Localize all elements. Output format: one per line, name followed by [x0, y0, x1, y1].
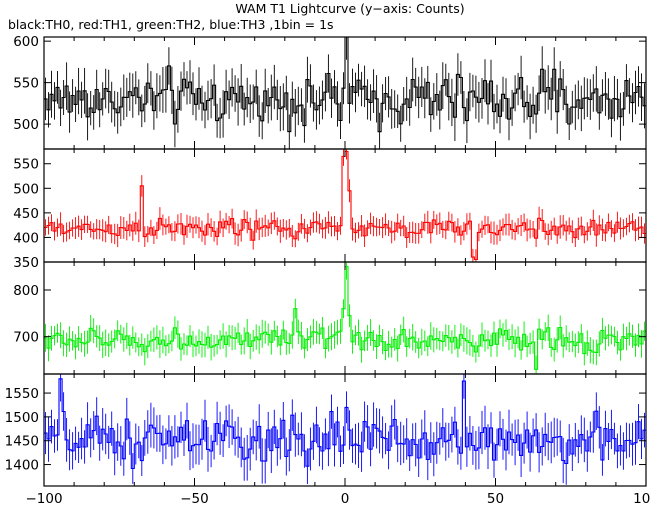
panel-th3: 1400 1450 1500 1550 [5, 373, 647, 487]
panels-group: 500 550 600 350 400 450 500 550 700 800 1400 1450 15… [5, 34, 647, 487]
x-axis: −100 −50 0 50 100 [25, 491, 650, 505]
x-tick-label: 100 [633, 491, 650, 505]
x-tick-label: −100 [25, 491, 62, 505]
y-tick-label: 350 [13, 255, 39, 271]
y-tick-label: 1550 [5, 386, 39, 402]
series-th1-error-bars [45, 149, 645, 262]
x-tick-label: 0 [341, 491, 350, 505]
chart-subtitle: black:TH0, red:TH1, green:TH2, blue:TH3 … [8, 17, 334, 32]
panel-th1: 350 400 450 500 550 [13, 148, 647, 271]
x-tick-label: 50 [487, 491, 504, 505]
x-tick-label: −50 [180, 491, 209, 505]
y-tick-label: 1400 [5, 458, 39, 474]
series-th0-line [44, 36, 646, 133]
y-tick-label: 1500 [5, 410, 39, 426]
panel-th0: 500 550 600 [13, 34, 647, 150]
series-th1-line [44, 150, 646, 261]
y-tick-label: 550 [13, 157, 39, 173]
y-tick-label: 500 [13, 181, 39, 197]
y-tick-label: 500 [13, 117, 39, 133]
y-tick-label: 600 [13, 34, 39, 50]
y-tick-label: 800 [13, 283, 39, 299]
series-th3-line [44, 378, 646, 470]
panel-frame [43, 148, 647, 263]
chart-title: WAM T1 Lightcurve (y−axis: Counts) [235, 1, 464, 16]
panel-th2: 700 800 [13, 261, 647, 375]
series-th2-line [44, 266, 646, 370]
y-tick-label: 1450 [5, 434, 39, 450]
y-tick-label: 400 [13, 230, 39, 246]
y-tick-label: 550 [13, 76, 39, 92]
y-tick-label: 450 [13, 206, 39, 222]
y-tick-label: 700 [13, 330, 39, 346]
